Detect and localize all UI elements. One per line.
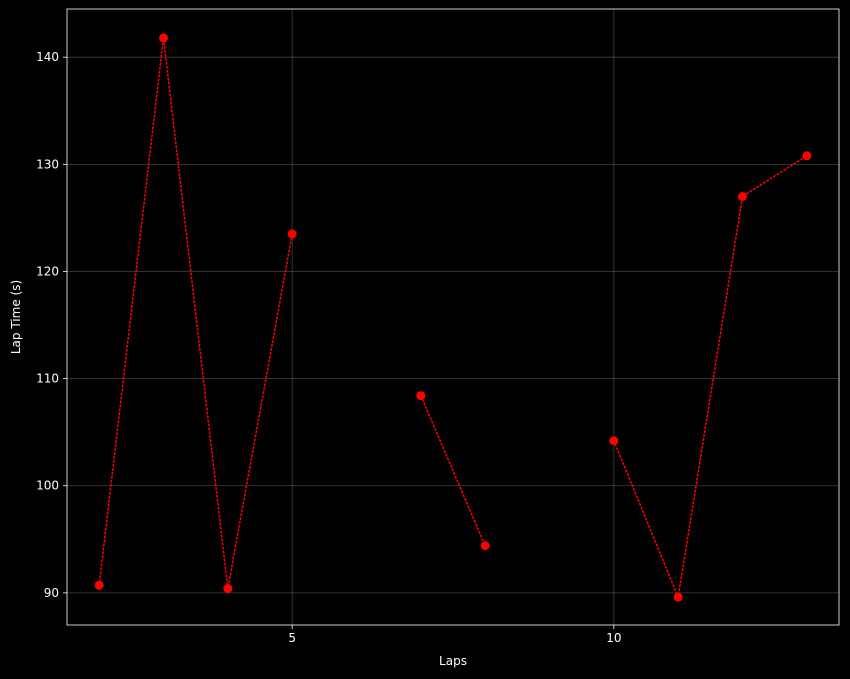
series-line <box>613 155 808 600</box>
y-tick-label: 120 <box>36 264 59 278</box>
data-point <box>738 191 747 201</box>
data-point <box>480 541 490 551</box>
series-line <box>98 37 293 589</box>
y-tick-label: 90 <box>44 586 59 600</box>
y-tick-label: 110 <box>36 372 59 386</box>
y-tick-label: 100 <box>36 479 59 493</box>
y-tick-label: 140 <box>36 50 59 64</box>
series-line <box>420 394 486 547</box>
data-point <box>609 436 619 446</box>
x-tick-label: 10 <box>606 631 621 645</box>
series-layer <box>94 33 812 602</box>
data-point <box>416 391 426 401</box>
grid <box>67 9 839 625</box>
y-tick-label: 130 <box>36 157 59 171</box>
data-point <box>94 580 104 590</box>
data-point <box>159 33 168 43</box>
data-point <box>287 229 297 239</box>
data-point <box>223 584 233 594</box>
y-axis-label: Lap Time (s) <box>9 280 23 354</box>
axis-ticks: 5 10 90 100 110 120 130 140 <box>36 50 621 645</box>
x-tick-label: 5 <box>288 631 296 645</box>
data-point <box>673 592 683 602</box>
data-point <box>802 151 812 161</box>
plot-frame <box>66 8 840 626</box>
x-axis-label: Laps <box>439 654 467 668</box>
